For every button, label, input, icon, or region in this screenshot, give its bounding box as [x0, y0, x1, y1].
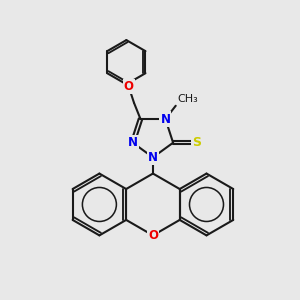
Text: N: N	[148, 151, 158, 164]
Text: O: O	[148, 229, 158, 242]
Text: N: N	[128, 136, 138, 149]
Text: N: N	[160, 112, 170, 125]
Text: CH₃: CH₃	[177, 94, 198, 104]
Text: O: O	[124, 80, 134, 93]
Text: S: S	[192, 136, 201, 149]
